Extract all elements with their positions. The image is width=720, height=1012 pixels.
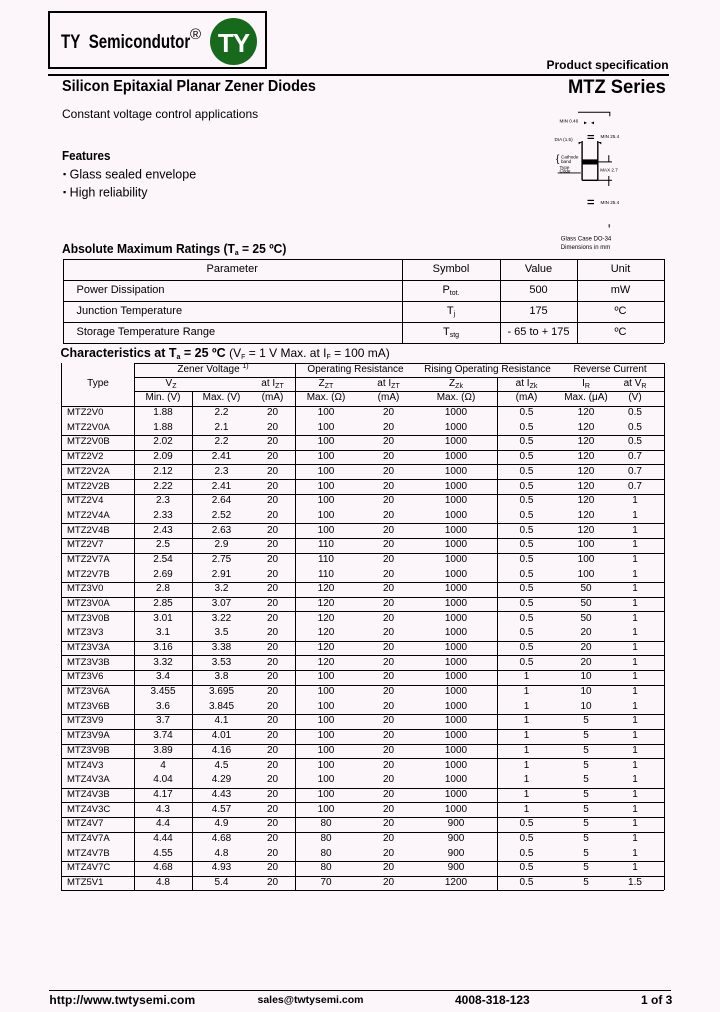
svg-text:band: band <box>561 159 572 164</box>
svg-text:Glass Case DO-34: Glass Case DO-34 <box>561 237 612 243</box>
svg-text:{: { <box>556 154 560 165</box>
svg-text:Type: Type <box>560 165 570 170</box>
svg-text:Code: Code <box>560 169 571 174</box>
svg-text:MIN 25.4: MIN 25.4 <box>601 200 620 205</box>
svg-text:MAX 2.7: MAX 2.7 <box>600 168 618 173</box>
svg-text:MIN 25.4: MIN 25.4 <box>601 134 620 139</box>
svg-text:DIA (1.5): DIA (1.5) <box>555 137 574 142</box>
svg-text:Cathode: Cathode <box>561 154 579 159</box>
svg-text:Dimensions in mm: Dimensions in mm <box>561 245 610 251</box>
svg-text:MIN 0.46: MIN 0.46 <box>560 118 579 123</box>
